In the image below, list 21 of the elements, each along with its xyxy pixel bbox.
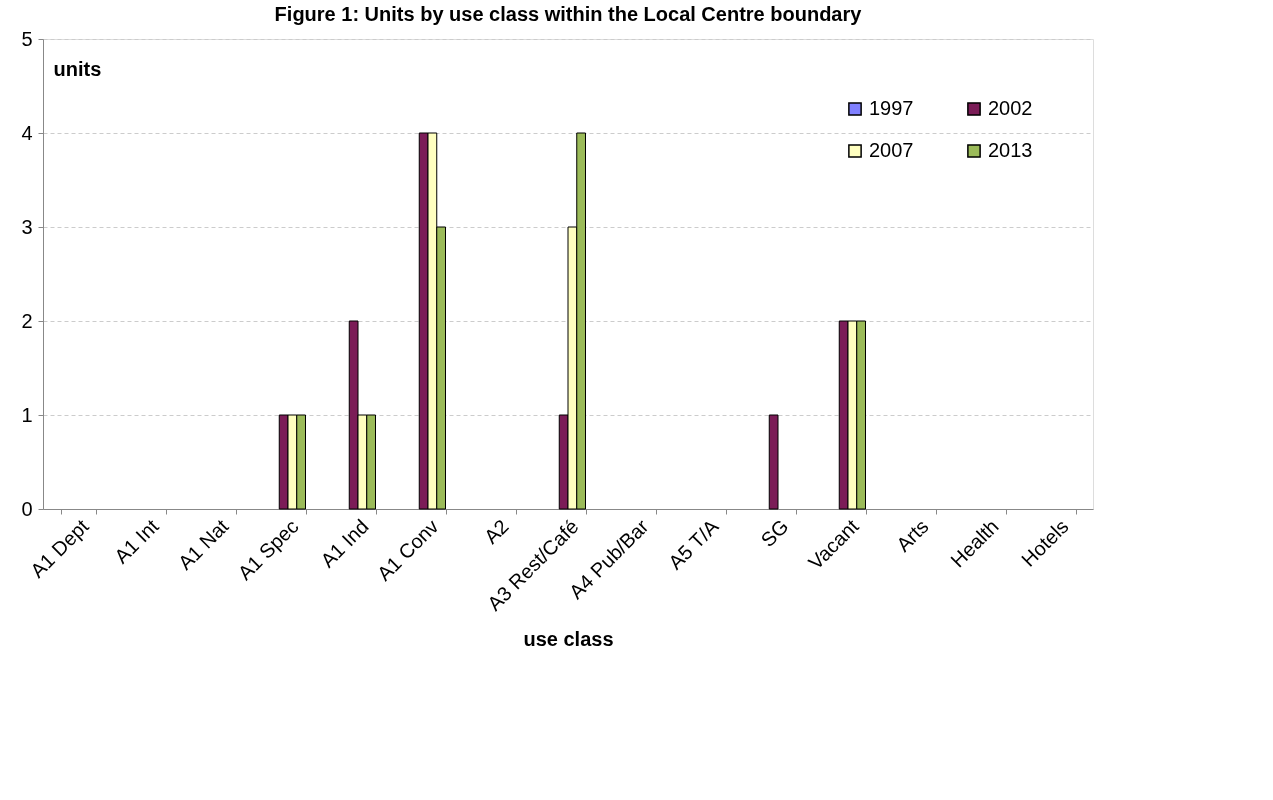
legend-label: 1997 <box>869 97 914 119</box>
x-tick-label: Arts <box>891 515 933 556</box>
y-tick-label: 1 <box>21 403 33 426</box>
x-tick-label: A5 T/A <box>664 514 724 574</box>
legend-label: 2002 <box>988 97 1033 119</box>
x-tick-label: A1 Ind <box>316 515 373 572</box>
y-tick-label: 2 <box>21 309 33 332</box>
legend-label: 2013 <box>988 139 1033 161</box>
y-axis-title: units <box>53 57 102 80</box>
x-tick-label: A2 <box>479 515 513 548</box>
chart-title: Figure 1: Units by use class within the Local Centre boundary <box>274 3 863 25</box>
y-tick-label: 5 <box>21 27 33 50</box>
legend-label: 2007 <box>869 139 914 161</box>
x-tick-label: SG <box>756 515 793 552</box>
bar <box>768 414 779 510</box>
x-tick-label: A1 Nat <box>173 514 233 574</box>
y-tick-label: 0 <box>21 497 33 520</box>
y-tick-label: 3 <box>21 215 33 238</box>
x-axis-title: use class <box>523 627 614 650</box>
y-tick-label: 4 <box>21 121 33 144</box>
x-tick-label: A1 Int <box>110 514 163 568</box>
